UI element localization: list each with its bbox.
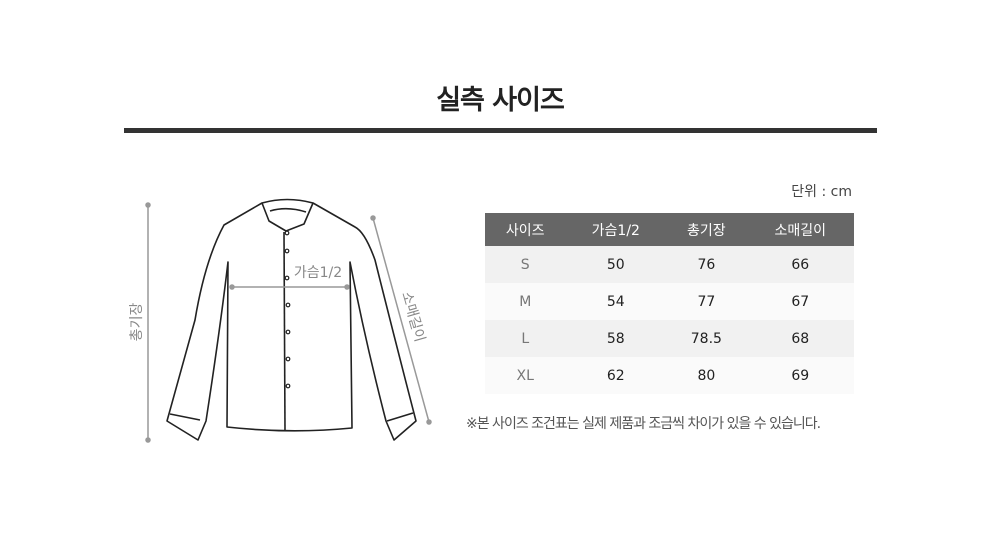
title-divider bbox=[124, 128, 877, 133]
unit-label: 단위 : cm bbox=[791, 184, 852, 200]
chest-cell: 50 bbox=[565, 246, 667, 283]
chest-label: 가슴1/2 bbox=[294, 265, 342, 281]
header-chest: 가슴1/2 bbox=[565, 213, 667, 246]
table-row: L 58 78.5 68 bbox=[485, 320, 854, 357]
size-table: 사이즈 가슴1/2 총기장 소매길이 S 50 76 66 M 54 77 67… bbox=[485, 213, 854, 394]
measure-lines bbox=[145, 202, 432, 443]
table-row: XL 62 80 69 bbox=[485, 357, 854, 394]
length-cell: 76 bbox=[666, 246, 747, 283]
table-header: 사이즈 가슴1/2 총기장 소매길이 bbox=[485, 213, 854, 246]
chest-cell: 58 bbox=[565, 320, 667, 357]
chest-cell: 54 bbox=[565, 283, 667, 320]
header-sleeve: 소매길이 bbox=[746, 213, 854, 246]
table-row: M 54 77 67 bbox=[485, 283, 854, 320]
header-size: 사이즈 bbox=[485, 213, 566, 246]
sleeve-cell: 67 bbox=[746, 283, 854, 320]
disclaimer-note: ※본 사이즈 조건표는 실제 제품과 조금씩 차이가 있을 수 있습니다. bbox=[466, 416, 821, 432]
length-cell: 77 bbox=[666, 283, 747, 320]
shirt-outline bbox=[166, 198, 417, 441]
sleeve-cell: 68 bbox=[746, 320, 854, 357]
length-cell: 80 bbox=[666, 357, 747, 394]
page-title: 실측 사이즈 bbox=[436, 85, 565, 116]
size-cell: S bbox=[485, 246, 566, 283]
sleeve-label: 소매길이 bbox=[398, 290, 428, 344]
size-cell: M bbox=[485, 283, 566, 320]
size-cell: XL bbox=[485, 357, 566, 394]
length-label: 총기장 bbox=[129, 303, 145, 342]
table-row: S 50 76 66 bbox=[485, 246, 854, 283]
chest-cell: 62 bbox=[565, 357, 667, 394]
sleeve-cell: 69 bbox=[746, 357, 854, 394]
button-icons bbox=[284, 230, 291, 389]
sleeve-cell: 66 bbox=[746, 246, 854, 283]
length-cell: 78.5 bbox=[666, 320, 747, 357]
size-cell: L bbox=[485, 320, 566, 357]
header-length: 총기장 bbox=[666, 213, 747, 246]
